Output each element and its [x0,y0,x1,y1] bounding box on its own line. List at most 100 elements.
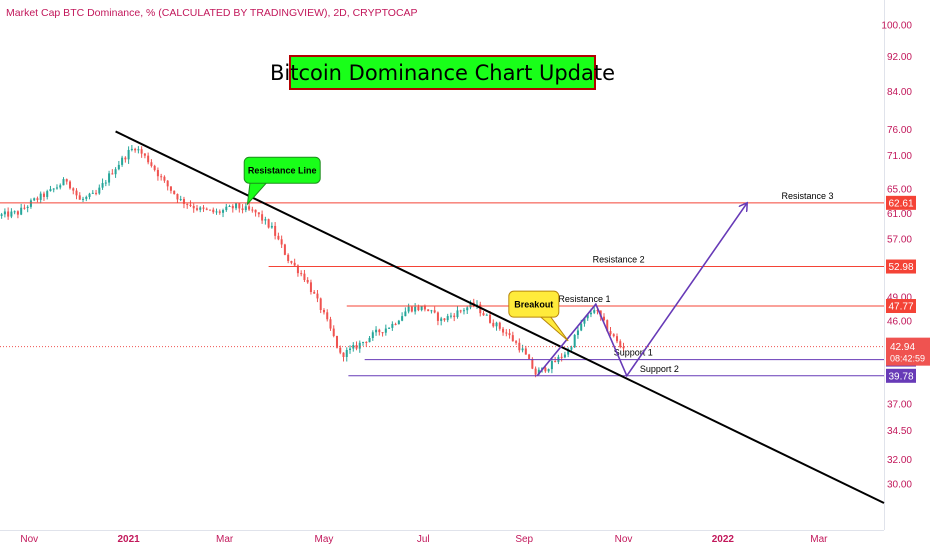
candle-body [593,310,596,313]
candle-body [3,211,6,215]
x-tick-label: May [315,534,334,545]
y-tick-label: 61.00 [887,209,912,220]
candle-body [576,330,579,335]
y-tick-label: 71.00 [887,151,912,162]
candle-body [95,192,98,194]
candle-body [388,327,391,329]
candle-body [508,333,511,336]
callout-box [243,156,321,184]
candle-body [469,302,472,308]
candle-body [277,235,280,240]
candle-body [375,329,378,333]
candle-body [7,211,10,217]
candle-body [378,329,381,333]
candle-body [384,328,387,333]
candle-body [248,206,251,210]
candle-body [189,204,192,207]
candle-body [137,149,140,151]
candle-body [433,310,436,313]
y-tick-label: 76.00 [887,125,912,136]
candle-body [199,207,202,210]
level-label-resistance-2: Resistance 2 [593,255,645,265]
candle-body [449,315,452,317]
candle-body [612,334,615,337]
candle-body [261,214,264,221]
candle-body [121,157,124,165]
candle-body [68,181,72,189]
y-tick-label: 49.00 [887,292,912,303]
candle-body [567,349,570,355]
candle-body [524,348,527,355]
candle-body [101,183,104,188]
callout-text: Breakout [514,300,553,310]
candle-body [606,320,609,332]
candle-body [358,342,361,349]
x-tick-label: Jul [417,534,430,545]
callout-pointer [246,181,267,206]
y-tick-label: 34.50 [887,426,912,437]
candle-body [280,239,283,245]
chart-title-text: Bitcoin Dominance Chart Update [269,60,616,85]
candle-body [589,312,592,315]
candle-body [349,348,352,350]
candle-body [296,265,299,274]
candle-body [427,309,430,312]
candle-body [117,164,120,170]
candle-body [554,361,557,363]
y-tick-label: 92.00 [887,52,912,63]
candle-body [225,206,228,211]
axis-badge-text: 62.61 [888,198,913,209]
axis-badge-text: 52.98 [888,262,913,273]
candle-body [85,196,88,199]
candle-body [212,209,215,213]
candle-body [293,262,296,266]
y-tick-label: 37.00 [887,399,912,410]
candle-body [502,328,505,333]
candle-body [182,199,185,204]
candle-body [401,316,404,321]
candle-body [108,173,111,183]
candle-body [287,254,290,262]
candle-body [485,314,488,316]
candle-body [443,318,446,321]
candle-body [596,310,599,312]
candle-body [602,316,605,321]
x-tick-label: Mar [810,534,828,545]
x-tick-label: 2021 [117,534,140,545]
x-tick-label: Nov [20,534,38,545]
candle-body [0,214,3,216]
candle-body [241,208,244,211]
candle-body [466,307,469,311]
candle-body [176,194,179,200]
candle-body [573,334,576,348]
candle-body [42,193,45,197]
candle-body [332,328,335,336]
current-price-text: 42.94 [890,342,915,353]
candle-body [238,203,241,209]
candle-body [414,306,417,312]
candle-body [52,188,55,190]
candle-body [521,348,524,351]
candle-body [192,206,195,209]
candle-body [179,199,182,201]
candle-body [615,336,619,342]
candle-body [202,207,205,209]
candle-body [147,155,150,163]
candle-body [560,356,563,358]
candle-body [580,323,583,331]
candle-body [169,186,172,191]
candle-body [130,148,133,150]
y-tick-label: 32.00 [887,455,912,466]
level-label-support-2: Support 2 [640,364,679,374]
candle-body [511,335,514,342]
candle-body [326,312,329,320]
candle-body [371,332,374,339]
candle-body [309,282,312,293]
candle-body [453,315,456,318]
candle-body [420,306,423,311]
candle-body [335,335,339,348]
candle-body [254,209,257,213]
